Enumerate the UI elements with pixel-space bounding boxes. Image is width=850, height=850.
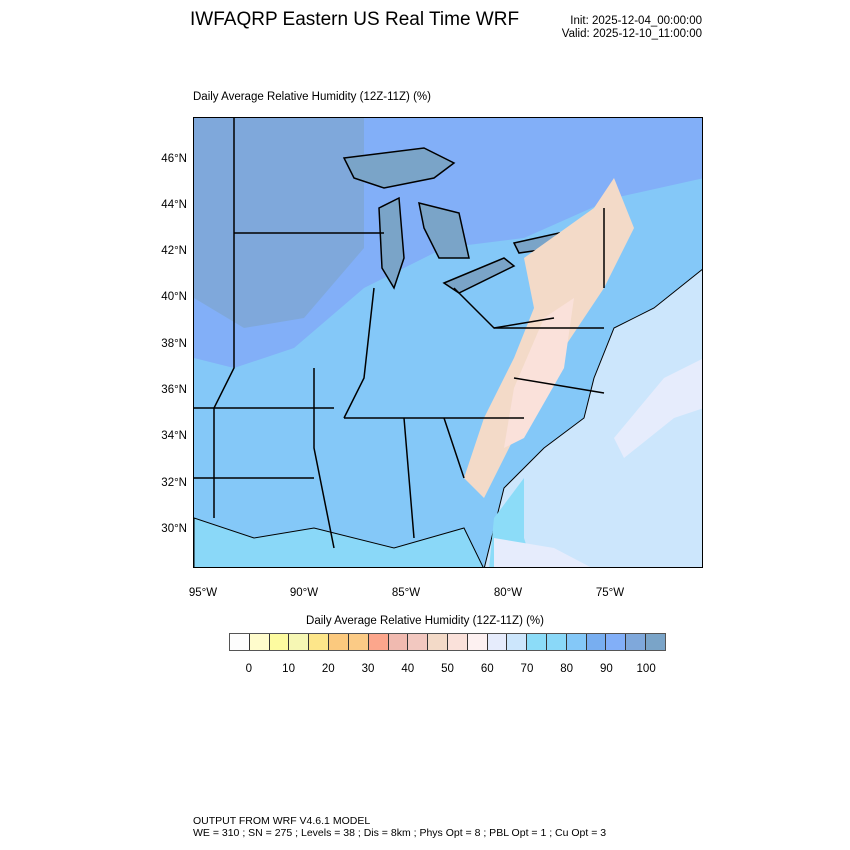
colorbar-swatch [269, 634, 290, 650]
northwest-region [194, 118, 364, 328]
colorbar-tick-label: 80 [560, 663, 574, 675]
colorbar-swatch [348, 634, 369, 650]
lon-label: 75°W [595, 587, 625, 599]
colorbar-swatch [230, 634, 250, 650]
lat-label: 38°N [161, 338, 187, 350]
colorbar-tick-label: 20 [321, 663, 335, 675]
footer: OUTPUT FROM WRF V4.6.1 MODEL WE = 310 ; … [193, 815, 607, 839]
lon-label: 85°W [391, 587, 421, 599]
colorbar-swatch [289, 634, 310, 650]
colorbar-tick-label: 70 [520, 663, 534, 675]
humidity-map [193, 117, 703, 568]
colorbar-swatch [408, 634, 429, 650]
plot-subtitle: Daily Average Relative Humidity (12Z-11Z… [193, 91, 431, 103]
colorbar-tick-label: 40 [401, 663, 415, 675]
colorbar [229, 633, 666, 651]
colorbar-swatch [606, 634, 627, 650]
lake-superior [342, 147, 456, 189]
atlantic-ocean [483, 268, 702, 567]
colorbar-swatch [646, 634, 665, 650]
offshore-dry-region [614, 359, 702, 458]
lon-label: 80°W [493, 587, 523, 599]
colorbar-swatch [547, 634, 567, 650]
colorbar-tick-label: 50 [441, 663, 454, 675]
time-info: Init: 2025-12-04_00:00:00 Valid: 2025-12… [562, 15, 702, 41]
page-title: IWFAQRP Eastern US Real Time WRF [190, 9, 520, 30]
colorbar-tick-label: 0 [245, 663, 253, 675]
colorbar-tick-label: 100 [636, 663, 656, 675]
colorbar-swatch [467, 634, 488, 650]
lat-label: 36°N [161, 384, 187, 396]
state-borders [194, 118, 605, 549]
colorbar-tick-label: 90 [600, 663, 613, 675]
colorbar-swatch [487, 634, 508, 650]
colorbar-swatch [447, 634, 468, 650]
colorbar-swatch [626, 634, 647, 650]
lake-huron [418, 201, 470, 259]
dry-coastal-region [504, 298, 574, 448]
lon-label: 95°W [188, 587, 218, 599]
colorbar-swatch [249, 634, 270, 650]
lat-label: 34°N [161, 430, 187, 442]
colorbar-swatch [368, 634, 389, 650]
gulf-stream-dry [494, 538, 591, 567]
colorbar-swatch [388, 634, 409, 650]
colorbar-title: Daily Average Relative Humidity (12Z-11Z… [306, 615, 544, 627]
colorbar-swatch [428, 634, 448, 650]
colorbar-swatch [566, 634, 587, 650]
colorbar-tick-label: 30 [361, 663, 375, 675]
gulf-of-mexico [194, 517, 484, 567]
init-time: Init: 2025-12-04_00:00:00 [570, 15, 702, 27]
colorbar-tick-label: 10 [282, 663, 295, 675]
colorbar-swatch [586, 634, 607, 650]
lat-label: 32°N [161, 477, 187, 489]
lat-label: 30°N [161, 523, 187, 535]
lat-label: 42°N [161, 245, 187, 257]
colorbar-swatch [527, 634, 547, 650]
footer-model: OUTPUT FROM WRF V4.6.1 MODEL [193, 815, 371, 827]
valid-time: Valid: 2025-12-10_11:00:00 [561, 28, 702, 40]
lat-label: 40°N [161, 291, 187, 303]
footer-config: WE = 310 ; SN = 275 ; Levels = 38 ; Dis … [193, 826, 607, 839]
lake-michigan [378, 196, 405, 290]
colorbar-swatch [329, 634, 349, 650]
lon-label: 90°W [289, 587, 319, 599]
lake-erie [442, 257, 516, 294]
colorbar-swatch [309, 634, 330, 650]
colorbar-tick-label: 60 [480, 663, 494, 675]
colorbar-swatch [507, 634, 528, 650]
map-svg [194, 118, 702, 567]
lat-label: 46°N [161, 153, 187, 165]
lat-label: 44°N [161, 199, 187, 211]
